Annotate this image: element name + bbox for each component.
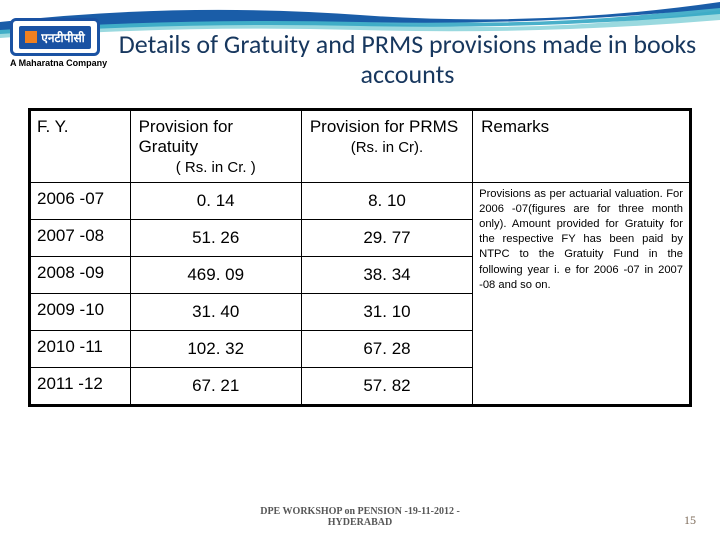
page-title: Details of Gratuity and PRMS provisions … xyxy=(115,30,700,90)
ntpc-logo: एनटीपीसी xyxy=(10,18,100,56)
header-remarks: Remarks xyxy=(473,111,690,183)
logo-block: एनटीपीसी A Maharatna Company xyxy=(10,18,107,68)
logo-subtitle: A Maharatna Company xyxy=(10,58,107,68)
remarks-cell: Provisions as per actuarial valuation. F… xyxy=(473,183,690,405)
table-header-row: F. Y. Provision for Gratuity ( Rs. in Cr… xyxy=(31,111,690,183)
table-row: 2006 -07 0. 14 8. 10 Provisions as per a… xyxy=(31,183,690,220)
header-fy: F. Y. xyxy=(31,111,131,183)
header-prms: Provision for PRMS (Rs. in Cr). xyxy=(301,111,472,183)
header-gratuity: Provision for Gratuity ( Rs. in Cr. ) xyxy=(130,111,301,183)
logo-text: एनटीपीसी xyxy=(41,29,85,46)
footer-text: DPE WORKSHOP on PENSION -19-11-2012 - HY… xyxy=(0,506,720,528)
page-number: 15 xyxy=(684,513,696,528)
provisions-table: F. Y. Provision for Gratuity ( Rs. in Cr… xyxy=(28,108,692,407)
logo-orange-square xyxy=(25,31,37,43)
